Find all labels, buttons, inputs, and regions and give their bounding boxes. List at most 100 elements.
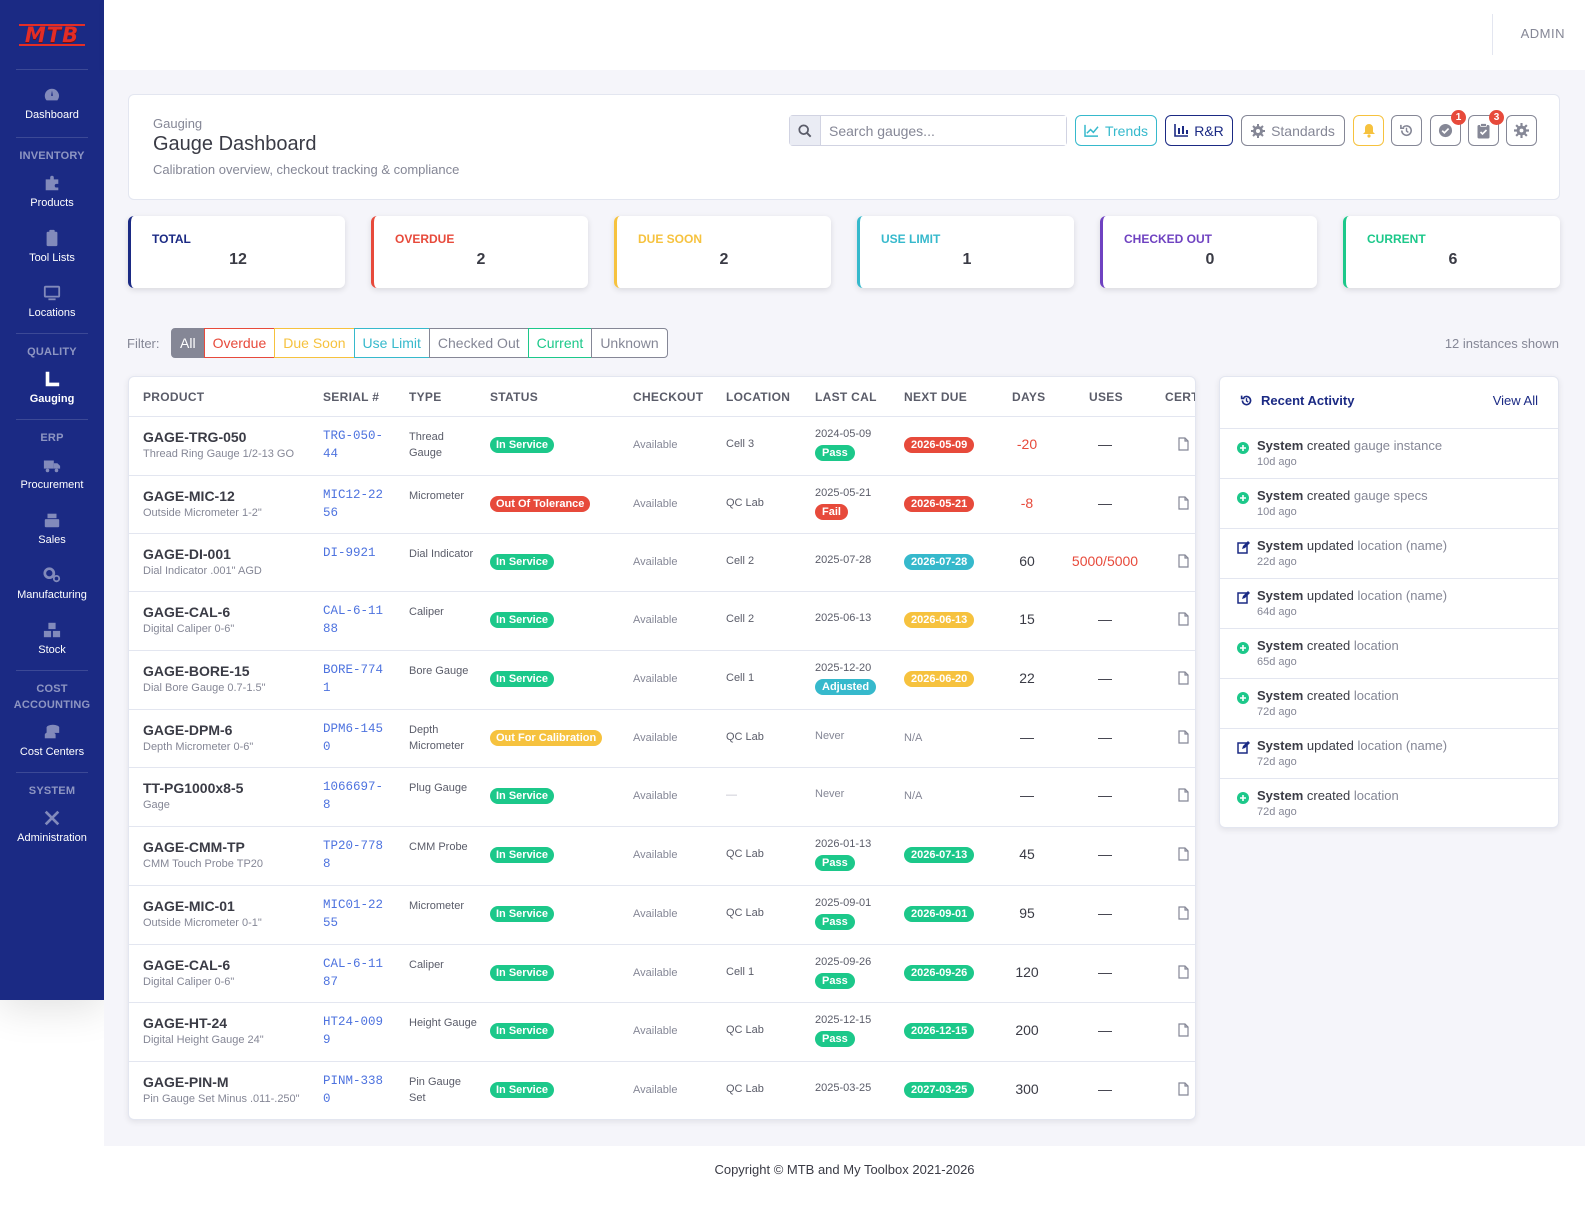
certificate-icon[interactable]	[1178, 1082, 1189, 1101]
certificate-icon[interactable]	[1178, 612, 1189, 631]
column-header-next-due[interactable]: NEXT DUE	[904, 390, 968, 404]
notifications-button[interactable]	[1353, 115, 1384, 146]
stat-card-use-limit[interactable]: USE LIMIT 1	[857, 216, 1074, 288]
table-row[interactable]: GAGE-TRG-050 Thread Ring Gauge 1/2-13 GO T…	[129, 417, 1195, 476]
stat-card-total[interactable]: TOTAL 12	[128, 216, 345, 288]
activity-item[interactable]: System created gauge specs 10d ago	[1220, 479, 1558, 529]
filter-checked-out-button[interactable]: Checked Out	[428, 328, 529, 358]
certificate-icon[interactable]	[1178, 671, 1189, 690]
product-name[interactable]: GAGE-CMM-TP	[143, 839, 245, 855]
column-header-product[interactable]: PRODUCT	[143, 390, 205, 404]
user-menu[interactable]: ADMIN	[1520, 26, 1565, 41]
sidebar-item-cost-centers[interactable]: Cost Centers	[0, 713, 104, 768]
serial-number[interactable]: CAL-6-1188	[323, 604, 384, 636]
activity-item[interactable]: System updated location (name) 64d ago	[1220, 579, 1558, 629]
table-row[interactable]: GAGE-CAL-6 Digital Caliper 0-6" CAL-6-1188…	[129, 591, 1195, 650]
serial-number[interactable]: MIC01-2255	[323, 898, 384, 930]
activity-item[interactable]: System created location 65d ago	[1220, 629, 1558, 679]
filter-all-button[interactable]: All	[171, 328, 205, 358]
table-row[interactable]: TT-PG1000x8-5 Gage 1066697-8 Plug Gauge In S…	[129, 767, 1195, 826]
product-name[interactable]: GAGE-TRG-050	[143, 429, 247, 445]
filter-due-soon-button[interactable]: Due Soon	[274, 328, 355, 358]
stat-card-checked-out[interactable]: CHECKED OUT 0	[1100, 216, 1317, 288]
table-row[interactable]: GAGE-DPM-6 Depth Micrometer 0-6" DPM6-1450…	[129, 709, 1195, 768]
certificate-icon[interactable]	[1178, 437, 1189, 456]
table-row[interactable]: GAGE-HT-24 Digital Height Gauge 24" HT24-0…	[129, 1002, 1195, 1061]
search-input[interactable]	[821, 116, 1066, 145]
certificate-icon[interactable]	[1178, 496, 1189, 515]
column-header-uses[interactable]: USES	[1089, 390, 1123, 404]
standards-button[interactable]: Standards	[1241, 115, 1345, 146]
product-name[interactable]: TT-PG1000x8-5	[143, 780, 244, 796]
table-row[interactable]: GAGE-CMM-TP CMM Touch Probe TP20 TP20-7788…	[129, 826, 1195, 885]
serial-number[interactable]: DI-9921	[323, 546, 376, 560]
certificate-icon[interactable]	[1178, 730, 1189, 749]
tasks-button[interactable]: 3	[1468, 110, 1504, 146]
certificate-icon[interactable]	[1178, 1023, 1189, 1042]
approvals-button[interactable]: 1	[1430, 110, 1466, 146]
product-name[interactable]: GAGE-CAL-6	[143, 957, 231, 973]
table-row[interactable]: GAGE-MIC-01 Outside Micrometer 0-1" MIC01-…	[129, 885, 1195, 944]
sidebar-item-tool-lists[interactable]: Tool Lists	[0, 219, 104, 274]
product-name[interactable]: GAGE-DPM-6	[143, 722, 233, 738]
history-button[interactable]	[1391, 115, 1422, 146]
filter-use-limit-button[interactable]: Use Limit	[353, 328, 430, 358]
table-row[interactable]: GAGE-DI-001 Dial Indicator .001" AGD DI-99…	[129, 533, 1195, 592]
table-row[interactable]: GAGE-BORE-15 Dial Bore Gauge 0.7-1.5" BORE…	[129, 650, 1195, 709]
product-name[interactable]: GAGE-MIC-12	[143, 488, 235, 504]
sidebar-item-procurement[interactable]: Procurement	[0, 446, 104, 501]
trends-button[interactable]: Trends	[1075, 115, 1157, 146]
serial-number[interactable]: BORE-7741	[323, 663, 384, 695]
product-name[interactable]: GAGE-HT-24	[143, 1015, 228, 1031]
certificate-icon[interactable]	[1178, 554, 1189, 573]
column-header-type[interactable]: TYPE	[409, 390, 442, 404]
column-header-serial[interactable]: SERIAL #	[323, 390, 380, 404]
column-header-status[interactable]: STATUS	[490, 390, 539, 404]
column-header-last-cal[interactable]: LAST CAL	[815, 390, 877, 404]
activity-item[interactable]: System created gauge instance 10d ago	[1220, 429, 1558, 479]
filter-overdue-button[interactable]: Overdue	[203, 328, 276, 358]
sidebar-item-locations[interactable]: Locations	[0, 274, 104, 329]
serial-number[interactable]: DPM6-1450	[323, 722, 384, 754]
serial-number[interactable]: CAL-6-1187	[323, 957, 384, 989]
serial-number[interactable]: MIC12-2256	[323, 488, 384, 520]
sidebar-item-administration[interactable]: Administration	[0, 799, 104, 854]
sidebar-item-sales[interactable]: Sales	[0, 501, 104, 556]
sidebar-item-dashboard[interactable]: Dashboard	[0, 76, 104, 131]
product-name[interactable]: GAGE-CAL-6	[143, 604, 231, 620]
column-header-checkout[interactable]: CHECKOUT	[633, 390, 704, 404]
activity-item[interactable]: System created location 72d ago	[1220, 779, 1558, 829]
certificate-icon[interactable]	[1178, 788, 1189, 807]
serial-number[interactable]: TP20-7788	[323, 839, 384, 871]
serial-number[interactable]: PINM-3380	[323, 1074, 384, 1106]
filter-current-button[interactable]: Current	[527, 328, 593, 358]
activity-item[interactable]: System created location 72d ago	[1220, 679, 1558, 729]
stat-card-overdue[interactable]: OVERDUE 2	[371, 216, 588, 288]
table-row[interactable]: GAGE-MIC-12 Outside Micrometer 1-2" MIC12-…	[129, 475, 1195, 534]
serial-number[interactable]: HT24-0099	[323, 1015, 384, 1047]
serial-number[interactable]: TRG-050-44	[323, 429, 384, 461]
table-row[interactable]: GAGE-PIN-M Pin Gauge Set Minus .011-.250"…	[129, 1061, 1195, 1119]
certificate-icon[interactable]	[1178, 847, 1189, 866]
sidebar-item-stock[interactable]: Stock	[0, 611, 104, 666]
sidebar-item-products[interactable]: Products	[0, 164, 104, 219]
settings-button[interactable]	[1506, 115, 1537, 146]
column-header-days[interactable]: DAYS	[1012, 390, 1046, 404]
stat-card-due-soon[interactable]: DUE SOON 2	[614, 216, 831, 288]
product-name[interactable]: GAGE-PIN-M	[143, 1074, 229, 1090]
table-row[interactable]: GAGE-CAL-6 Digital Caliper 0-6" CAL-6-1187…	[129, 944, 1195, 1003]
serial-number[interactable]: 1066697-8	[323, 780, 384, 812]
activity-item[interactable]: System updated location (name) 22d ago	[1220, 529, 1558, 579]
activity-item[interactable]: System updated location (name) 72d ago	[1220, 729, 1558, 779]
product-name[interactable]: GAGE-MIC-01	[143, 898, 235, 914]
column-header-cert[interactable]: CERT	[1165, 390, 1196, 404]
product-name[interactable]: GAGE-DI-001	[143, 546, 231, 562]
certificate-icon[interactable]	[1178, 965, 1189, 984]
rr-button[interactable]: R&R	[1165, 115, 1233, 146]
stat-card-current[interactable]: CURRENT 6	[1343, 216, 1560, 288]
column-header-location[interactable]: LOCATION	[726, 390, 791, 404]
sidebar-item-gauging[interactable]: Gauging	[0, 360, 104, 415]
brand-logo[interactable]: MTB	[16, 0, 88, 70]
filter-unknown-button[interactable]: Unknown	[591, 328, 668, 358]
view-all-link[interactable]: View All	[1492, 393, 1538, 408]
